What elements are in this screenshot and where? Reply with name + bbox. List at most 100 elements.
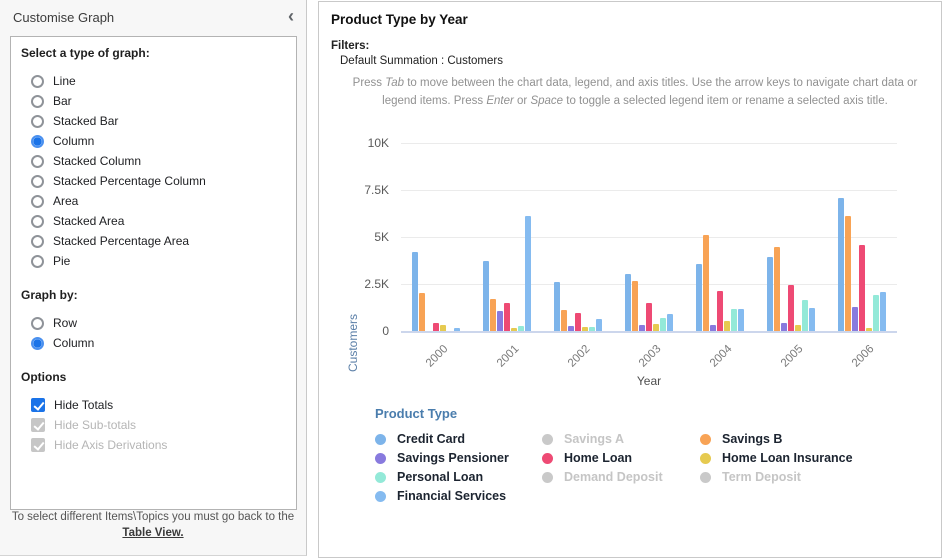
bar-personal-loan-2003[interactable] [659,318,666,331]
option-checkbox-hide-totals[interactable]: Hide Totals [21,395,288,415]
bar-savings-pensioner-2001[interactable] [497,311,504,331]
gridline [401,331,897,333]
collapse-panel-icon[interactable]: ‹ [288,6,294,26]
bar-home-loan-2001[interactable] [504,303,511,331]
legend-item-savings-pensioner[interactable]: Savings Pensioner [375,451,542,465]
legend-item-demand-deposit[interactable]: Demand Deposit [542,470,700,484]
radio-icon [31,174,44,188]
legend-item-savings-a[interactable]: Savings A [542,432,700,446]
column-chart[interactable]: Customers 10K 7.5K 5K 2.5K 0 2000 2001 2002 200… [319,112,943,402]
radio-icon [31,336,44,350]
bar-credit-card-2004[interactable] [695,264,702,331]
radio-icon [31,94,44,108]
option-checkbox-hide-axis-derivations: Hide Axis Derivations [21,435,288,455]
bar-financial-services-2006[interactable] [879,292,886,331]
table-view-link[interactable]: Table View. [122,527,184,539]
y-axis-title[interactable]: Customers [346,314,360,373]
bar-home-loan-2000[interactable] [433,323,440,331]
bar-savings-pensioner-2004[interactable] [709,325,716,331]
bar-credit-card-2005[interactable] [766,257,773,331]
legend-item-home-loan-insurance[interactable]: Home Loan Insurance [700,451,915,465]
graph-type-radio-label: Stacked Percentage Area [53,234,190,248]
bar-home-loan-insurance-2005[interactable] [794,325,801,331]
graph-type-radio-stacked-area[interactable]: Stacked Area [21,211,288,231]
bar-home-loan-insurance-2002[interactable] [582,327,589,331]
graph-type-radio-label: Bar [53,94,72,108]
legend-item-home-loan[interactable]: Home Loan [542,451,700,465]
legend-item-financial-services[interactable]: Financial Services [375,489,542,503]
bar-home-loan-2002[interactable] [575,313,582,331]
graph-type-radio-stacked-percentage-area[interactable]: Stacked Percentage Area [21,231,288,251]
bar-group-2006 [826,143,897,331]
legend-item-personal-loan[interactable]: Personal Loan [375,470,542,484]
legend-item-label: Savings B [722,432,783,446]
graph-type-radio-area[interactable]: Area [21,191,288,211]
bar-personal-loan-2005[interactable] [801,300,808,331]
bar-savings-b-2006[interactable] [844,216,851,331]
bar-financial-services-2004[interactable] [737,309,744,331]
bar-group-2005 [755,143,826,331]
legend-item-credit-card[interactable]: Credit Card [375,432,542,446]
graph-by-radio-column[interactable]: Column [21,333,288,353]
graph-type-radio-pie[interactable]: Pie [21,251,288,271]
graph-type-radio-stacked-column[interactable]: Stacked Column [21,151,288,171]
graph-type-radio-stacked-bar[interactable]: Stacked Bar [21,111,288,131]
legend-dot-icon [542,452,553,464]
bar-home-loan-insurance-2006[interactable] [865,328,872,331]
bar-financial-services-2005[interactable] [808,308,815,331]
bar-savings-b-2000[interactable] [419,293,426,331]
bar-financial-services-2003[interactable] [666,314,673,331]
bar-stack [837,143,886,331]
bar-home-loan-insurance-2004[interactable] [723,321,730,331]
graph-type-radio-stacked-percentage-column[interactable]: Stacked Percentage Column [21,171,288,191]
panel-footer: To select different Items\Topics you mus… [0,509,306,541]
bar-personal-loan-2001[interactable] [518,326,525,331]
graph-by-radio-row[interactable]: Row [21,313,288,333]
bar-credit-card-2006[interactable] [837,198,844,331]
legend-dot-icon [375,452,386,464]
legend-item-label: Home Loan Insurance [722,451,853,465]
bar-personal-loan-2006[interactable] [872,295,879,331]
bar-home-loan-2003[interactable] [645,303,652,331]
bar-savings-b-2004[interactable] [702,235,709,331]
bar-home-loan-2004[interactable] [716,291,723,331]
bar-credit-card-2003[interactable] [624,274,631,331]
legend-item-term-deposit[interactable]: Term Deposit [700,470,915,484]
bar-personal-loan-2002[interactable] [589,327,596,331]
bar-savings-b-2001[interactable] [490,299,497,331]
bar-home-loan-2005[interactable] [787,285,794,331]
bar-savings-pensioner-2003[interactable] [638,325,645,331]
bar-savings-pensioner-2002[interactable] [568,326,575,331]
gridline [401,284,897,285]
graph-type-radio-label: Stacked Column [53,154,142,168]
bar-home-loan-insurance-2001[interactable] [511,328,518,331]
bar-home-loan-insurance-2003[interactable] [652,324,659,331]
bar-financial-services-2000[interactable] [454,328,461,331]
bar-financial-services-2002[interactable] [596,319,603,331]
graph-type-radio-label: Stacked Percentage Column [53,174,206,188]
legend-item-savings-b[interactable]: Savings B [700,432,915,446]
bar-savings-pensioner-2005[interactable] [780,323,787,331]
legend-dot-icon [542,471,553,483]
graph-type-radio-column[interactable]: Column [21,131,288,151]
bar-home-loan-insurance-2000[interactable] [440,325,447,331]
graph-type-radio-bar[interactable]: Bar [21,91,288,111]
bar-credit-card-2001[interactable] [483,261,490,331]
bar-savings-b-2002[interactable] [561,310,568,331]
legend-item-label: Savings A [564,432,624,446]
bar-credit-card-2000[interactable] [412,252,419,331]
x-axis-title[interactable]: Year [636,374,662,388]
radio-icon [31,114,44,128]
bar-savings-pensioner-2006[interactable] [851,307,858,331]
bar-home-loan-2006[interactable] [858,245,865,331]
bar-personal-loan-2004[interactable] [730,309,737,331]
graph-type-radio-line[interactable]: Line [21,71,288,91]
y-axis-tick-label: 10K [367,136,389,150]
bar-financial-services-2001[interactable] [525,216,532,331]
bar-savings-b-2005[interactable] [773,247,780,331]
bar-savings-b-2003[interactable] [631,281,638,331]
instruction-text: or [513,94,531,107]
radio-icon [31,194,44,208]
bar-credit-card-2002[interactable] [554,282,561,331]
bar-stack [483,143,532,331]
